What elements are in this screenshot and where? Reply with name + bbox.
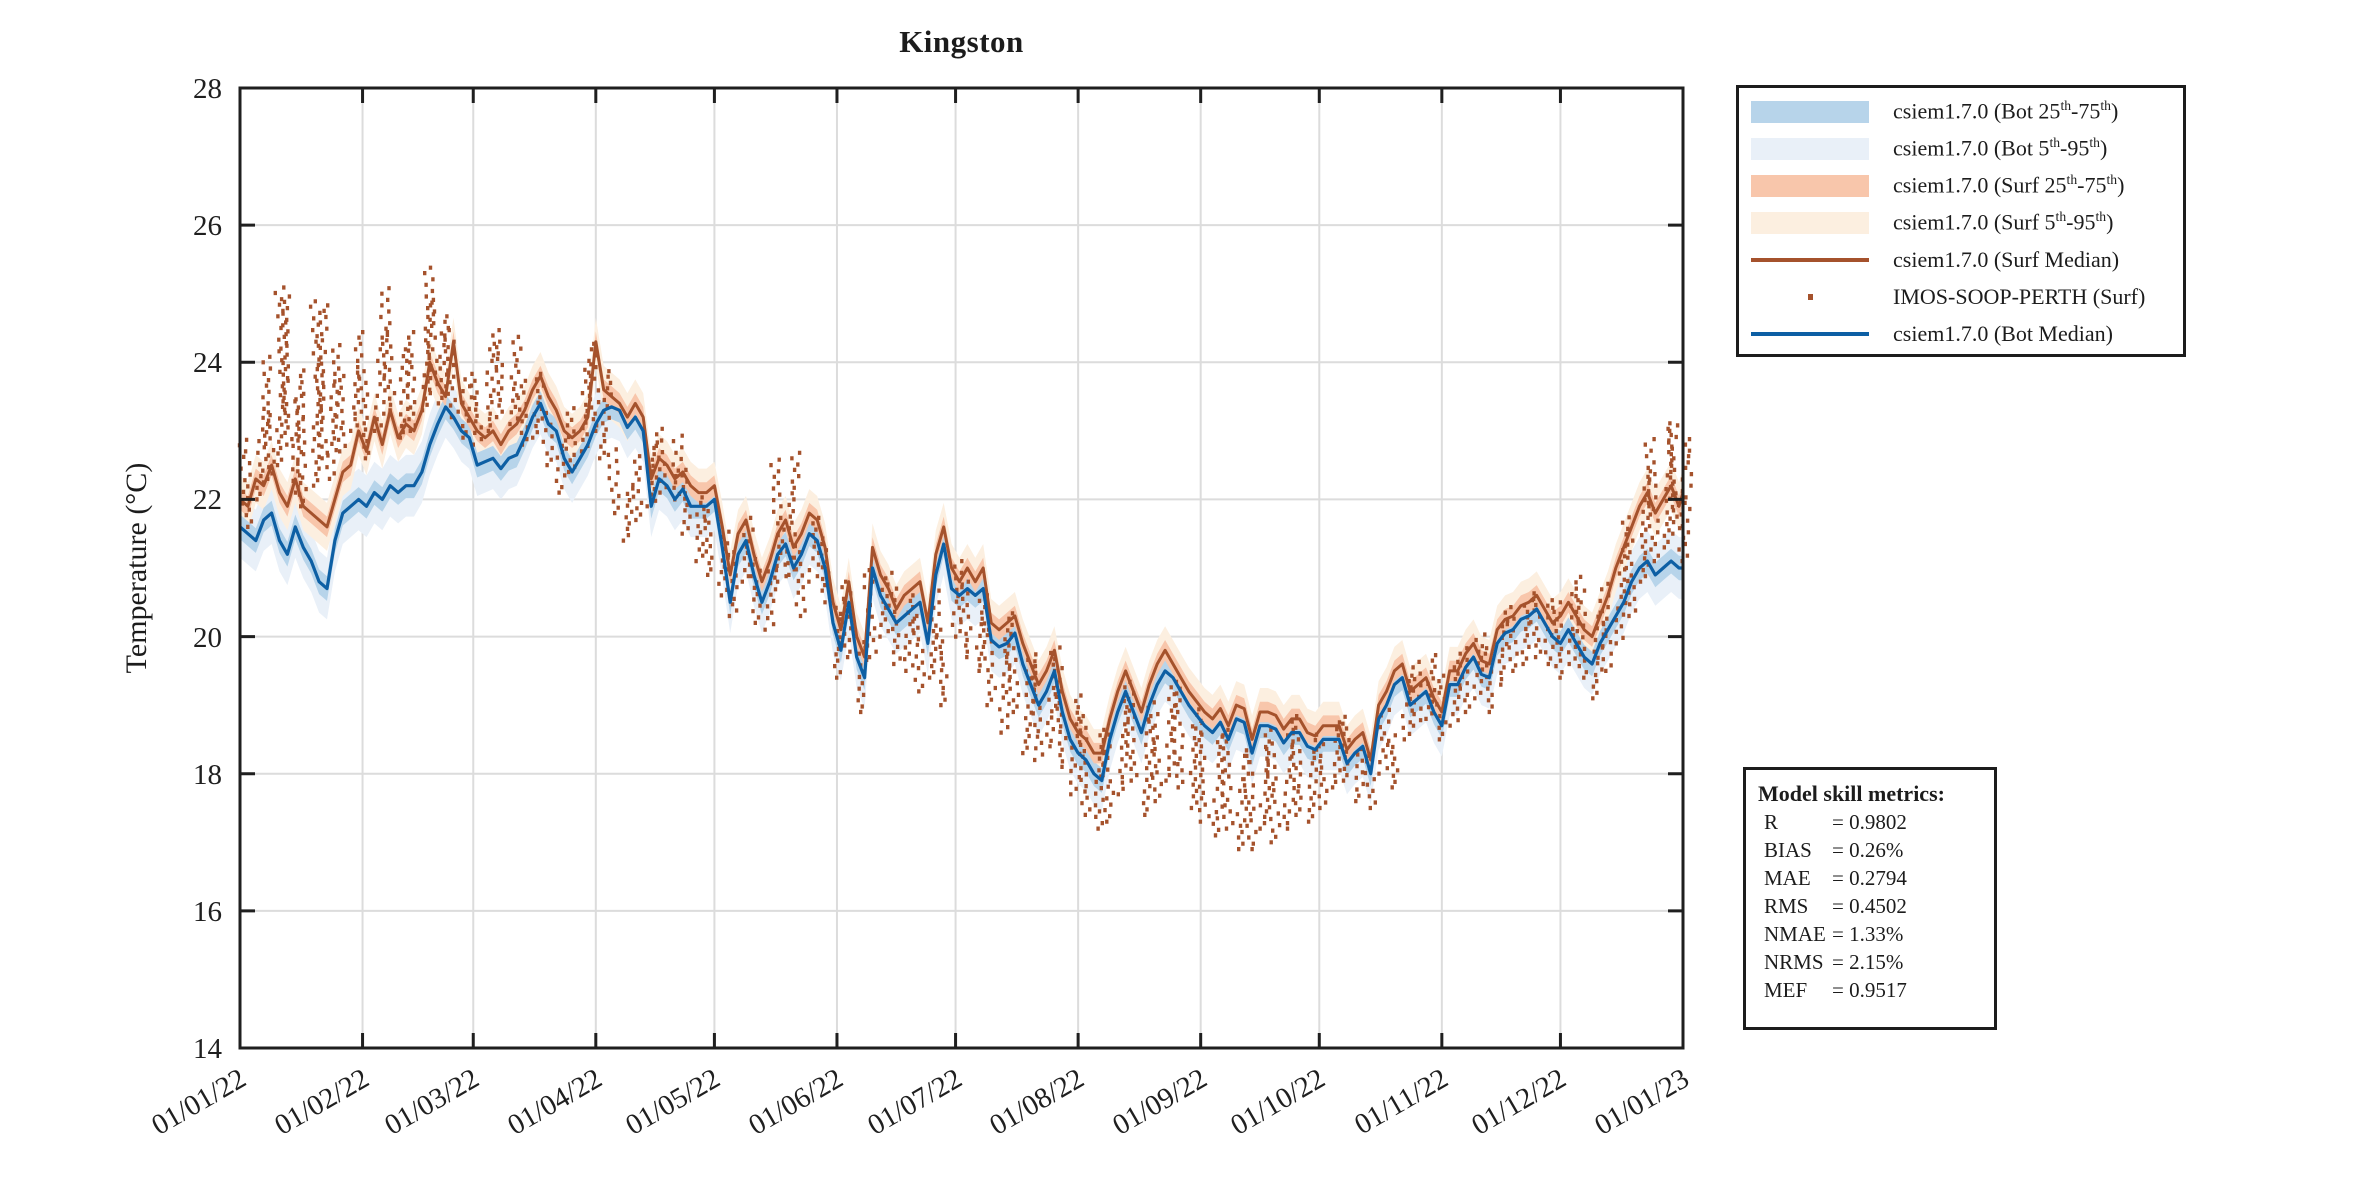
x-tick-label: 01/08/22 bbox=[984, 1062, 1089, 1141]
legend-dot-swatch bbox=[1808, 293, 1813, 300]
metric-name: R bbox=[1764, 810, 1779, 834]
legend-label: IMOS-SOOP-PERTH (Surf) bbox=[1893, 283, 2146, 309]
y-tick-label: 16 bbox=[193, 896, 222, 928]
x-tick-label: 01/06/22 bbox=[743, 1062, 848, 1141]
legend-box: csiem1.7.0 (Bot 25th-75th) csiem1.7.0 (Bo… bbox=[1736, 85, 2186, 357]
metrics-rows: R = 0.9802 BIAS = 0.26% MAE = 0.2794 RMS = 0.45… bbox=[1758, 808, 1994, 1004]
legend-label: csiem1.7.0 (Bot 5th-95th) bbox=[1893, 135, 2108, 161]
metric-row-rms: RMS = 0.4502 bbox=[1758, 892, 1994, 920]
metric-value: = 0.9517 bbox=[1832, 978, 1907, 1002]
surf-median-line bbox=[239, 340, 1685, 762]
metric-name: NMAE bbox=[1764, 922, 1826, 946]
axis-ticks bbox=[238, 86, 1685, 1050]
legend-band-swatch bbox=[1751, 100, 1869, 123]
legend-item-4: csiem1.7.0 (Surf Median) bbox=[1739, 241, 2183, 278]
legend-label: csiem1.7.0 (Surf 25th-75th) bbox=[1893, 172, 2125, 198]
metric-value: = 2.15% bbox=[1832, 950, 1904, 974]
y-tick-label: 22 bbox=[193, 484, 222, 516]
x-tick-label: 01/09/22 bbox=[1107, 1062, 1212, 1141]
metric-value: = 1.33% bbox=[1832, 922, 1904, 946]
legend-item-6: csiem1.7.0 (Bot Median) bbox=[1739, 315, 2183, 352]
y-tick-label: 24 bbox=[193, 347, 223, 379]
legend-item-5: IMOS-SOOP-PERTH (Surf) bbox=[1739, 278, 2183, 315]
metrics-box: Model skill metrics: R = 0.9802 BIAS = 0.26… bbox=[1743, 767, 1997, 1030]
metric-value: = 0.26% bbox=[1832, 838, 1904, 862]
x-tick-label: 01/03/22 bbox=[379, 1062, 484, 1141]
bot-median-line bbox=[238, 401, 1683, 783]
metric-row-r: R = 0.9802 bbox=[1758, 808, 1994, 836]
metric-name: BIAS bbox=[1764, 838, 1812, 862]
legend-line-swatch bbox=[1751, 331, 1869, 336]
metric-row-bias: BIAS = 0.26% bbox=[1758, 836, 1994, 864]
y-tick-label: 14 bbox=[193, 1033, 223, 1065]
legend-line-swatch bbox=[1751, 257, 1869, 262]
legend-label: csiem1.7.0 (Surf 5th-95th) bbox=[1893, 209, 2114, 235]
metric-name: MEF bbox=[1764, 978, 1808, 1002]
y-tick-label: 20 bbox=[193, 622, 222, 654]
x-tick-label: 01/07/22 bbox=[862, 1062, 967, 1141]
chart-title: Kingston bbox=[899, 24, 1024, 59]
x-tick-label: 01/10/22 bbox=[1225, 1062, 1330, 1141]
legend-item-3: csiem1.7.0 (Surf 5th-95th) bbox=[1739, 204, 2183, 241]
metric-name: NRMS bbox=[1764, 950, 1824, 974]
plot-frame bbox=[238, 86, 1685, 1050]
y-tick-label: 28 bbox=[193, 73, 222, 105]
x-tick-label: 01/01/22 bbox=[146, 1062, 251, 1141]
x-tick-label: 01/01/23 bbox=[1589, 1062, 1694, 1141]
metric-row-nmae: NMAE = 1.33% bbox=[1758, 920, 1994, 948]
legend-item-1: csiem1.7.0 (Bot 5th-95th) bbox=[1739, 130, 2183, 167]
legend-band-swatch bbox=[1751, 211, 1869, 234]
metric-name: MAE bbox=[1764, 866, 1811, 890]
x-tick-label: 01/02/22 bbox=[269, 1062, 374, 1141]
metric-value: = 0.9802 bbox=[1832, 810, 1907, 834]
metric-row-mae: MAE = 0.2794 bbox=[1758, 864, 1994, 892]
metric-value: = 0.4502 bbox=[1832, 894, 1907, 918]
metric-value: = 0.2794 bbox=[1832, 866, 1907, 890]
legend-item-2: csiem1.7.0 (Surf 25th-75th) bbox=[1739, 167, 2183, 204]
y-tick-label: 18 bbox=[193, 759, 222, 791]
x-tick-label: 01/12/22 bbox=[1466, 1062, 1571, 1141]
legend-label: csiem1.7.0 (Bot 25th-75th) bbox=[1893, 98, 2119, 124]
x-tick-label: 01/04/22 bbox=[502, 1062, 607, 1141]
y-axis-label: Temperature (°C) bbox=[120, 462, 153, 674]
legend-label: csiem1.7.0 (Bot Median) bbox=[1893, 320, 2113, 346]
metric-name: RMS bbox=[1764, 894, 1809, 918]
x-tick-label: 01/05/22 bbox=[620, 1062, 725, 1141]
metric-row-nrms: NRMS = 2.15% bbox=[1758, 948, 1994, 976]
legend-rows: csiem1.7.0 (Bot 25th-75th) csiem1.7.0 (Bo… bbox=[1739, 93, 2183, 352]
x-tick-label: 01/11/22 bbox=[1349, 1062, 1453, 1141]
legend-item-0: csiem1.7.0 (Bot 25th-75th) bbox=[1739, 93, 2183, 130]
metrics-title: Model skill metrics: bbox=[1758, 781, 1945, 806]
legend-label: csiem1.7.0 (Surf Median) bbox=[1893, 246, 2120, 272]
legend-band-swatch bbox=[1751, 137, 1869, 160]
y-tick-label: 26 bbox=[193, 210, 222, 242]
metric-row-mef: MEF = 0.9517 bbox=[1758, 976, 1994, 1004]
legend-band-swatch bbox=[1751, 174, 1869, 197]
